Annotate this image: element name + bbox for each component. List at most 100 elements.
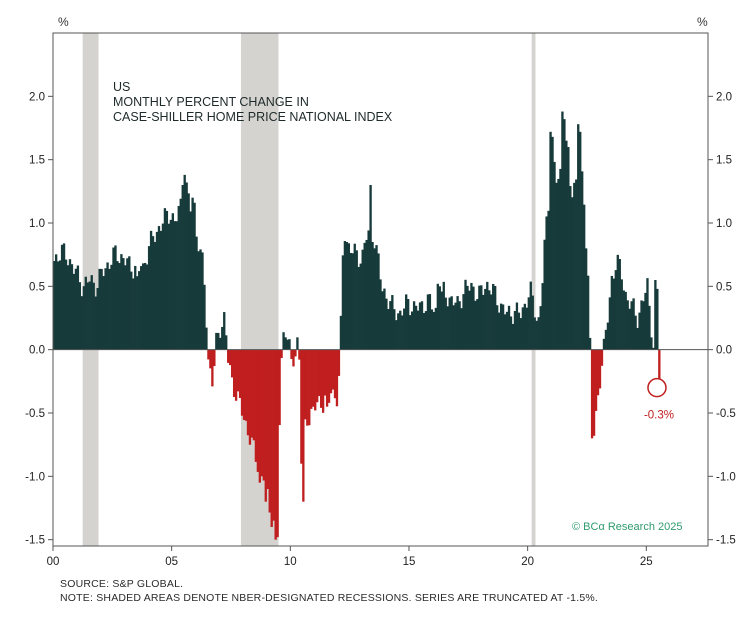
- footnote: NOTE: SHADED AREAS DENOTE NBER-DESIGNATE…: [60, 592, 599, 604]
- bar-246: [539, 306, 542, 350]
- bar-210: [468, 290, 471, 350]
- bar-291: [628, 308, 631, 350]
- bar-231: [509, 316, 513, 350]
- bar-264: [575, 179, 578, 350]
- bar-115: [280, 349, 283, 359]
- bar-3: [58, 260, 62, 350]
- bar-61: [173, 221, 176, 350]
- bar-212: [472, 286, 475, 350]
- bar-287: [620, 279, 623, 350]
- bar-220: [488, 290, 491, 350]
- bar-139: [327, 349, 331, 403]
- y-unit-right: %: [697, 15, 708, 29]
- bar-243: [533, 317, 536, 350]
- bar-6: [64, 259, 68, 350]
- bar-218: [484, 288, 487, 350]
- bar-31: [114, 245, 117, 350]
- bar-75: [201, 252, 204, 350]
- bar-18: [88, 281, 91, 350]
- bar-200: [448, 297, 451, 350]
- bar-121: [292, 349, 295, 367]
- bar-63: [177, 206, 180, 350]
- bar-247: [541, 283, 544, 350]
- bar-241: [529, 281, 532, 350]
- bar-233: [513, 310, 517, 350]
- bar-194: [436, 283, 439, 350]
- bar-176: [401, 315, 404, 350]
- bar-14: [80, 296, 84, 350]
- bar-104: [258, 349, 262, 483]
- bar-198: [444, 297, 447, 350]
- bar-245: [537, 317, 540, 350]
- bar-144: [337, 349, 341, 376]
- y-tick-label-right-3: 0.5: [716, 281, 732, 293]
- y-tick-label-left-6: -1.0: [25, 471, 45, 483]
- bar-284: [614, 270, 617, 350]
- bar-252: [551, 136, 554, 350]
- latest-value-circle: [647, 377, 667, 398]
- bar-250: [547, 210, 550, 350]
- bar-214: [476, 299, 479, 350]
- bar-111: [272, 349, 275, 521]
- bar-33: [118, 263, 121, 350]
- bar-138: [325, 349, 329, 407]
- bar-156: [361, 249, 364, 350]
- bar-100: [250, 349, 254, 438]
- bar-278: [602, 338, 606, 350]
- bar-163: [375, 245, 378, 350]
- bar-184: [416, 310, 420, 350]
- y-tick-label-left-4: 0.0: [29, 345, 45, 357]
- bar-130: [310, 349, 313, 409]
- bar-147: [343, 241, 347, 350]
- bar-299: [644, 292, 647, 350]
- bar-258: [563, 119, 566, 350]
- bar-298: [642, 301, 645, 350]
- bar-266: [579, 131, 582, 350]
- bar-261: [569, 186, 572, 350]
- bar-67: [185, 182, 188, 350]
- bar-173: [395, 320, 398, 350]
- bar-276: [598, 349, 602, 389]
- bar-277: [600, 349, 604, 366]
- bar-21: [94, 296, 97, 350]
- bar-81: [213, 349, 216, 367]
- bar-46: [143, 262, 147, 350]
- bar-70: [191, 197, 194, 350]
- bar-16: [84, 276, 87, 350]
- bar-44: [140, 266, 143, 350]
- bar-4: [60, 244, 64, 350]
- bar-125: [300, 349, 303, 464]
- bar-164: [377, 253, 380, 350]
- y-tick-label-left-7: -1.5: [25, 535, 45, 547]
- bar-118: [286, 339, 289, 350]
- bar-151: [351, 253, 354, 350]
- bar-185: [418, 302, 422, 350]
- bar-166: [381, 291, 384, 350]
- bar-238: [523, 303, 527, 350]
- bar-225: [497, 312, 501, 350]
- bar-157: [363, 242, 366, 350]
- bar-206: [460, 308, 463, 350]
- bar-305: [656, 288, 659, 350]
- chart-title-line-1: US: [113, 80, 130, 94]
- bar-259: [565, 140, 568, 350]
- bar-154: [357, 266, 360, 350]
- y-tick-label-right-4: 0.0: [716, 345, 732, 357]
- bar-91: [232, 349, 236, 397]
- bar-297: [640, 300, 643, 350]
- bar-303: [652, 347, 655, 350]
- bar-256: [559, 168, 562, 350]
- bar-209: [466, 285, 469, 350]
- bar-236: [519, 318, 523, 350]
- bar-36: [124, 265, 127, 350]
- bar-145: [339, 315, 343, 350]
- bar-217: [482, 294, 485, 350]
- bar-182: [412, 301, 416, 350]
- bar-219: [486, 281, 489, 350]
- bar-251: [549, 131, 552, 350]
- bar-120: [290, 349, 293, 359]
- latest-value-annotation: -0.3%: [644, 377, 674, 422]
- bar-40: [132, 278, 135, 350]
- y-tick-label-right-0: 2.0: [716, 91, 732, 103]
